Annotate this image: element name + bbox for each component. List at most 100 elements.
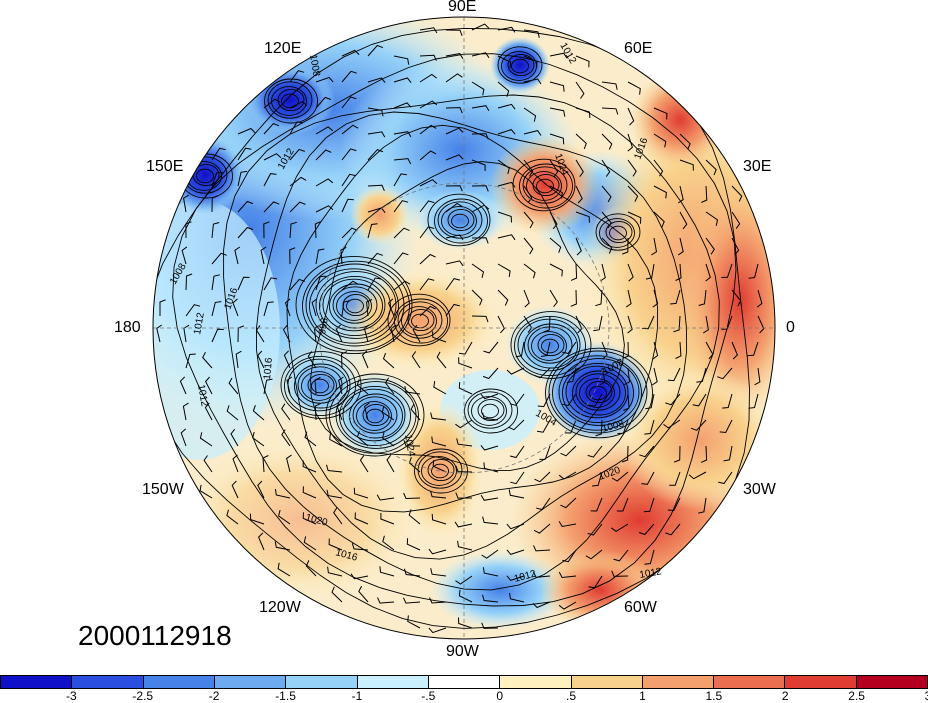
wind-barb	[411, 351, 421, 369]
wind-barb	[643, 497, 655, 513]
wind-barb	[533, 545, 551, 552]
polar-map: 1008 1012 1012 1024 1016 1008 1016 1012 …	[152, 16, 776, 640]
wind-barb	[315, 149, 332, 161]
wind-barb	[445, 260, 464, 267]
wind-barb	[696, 367, 707, 383]
wind-barb	[286, 454, 292, 473]
wind-barb	[532, 601, 551, 609]
colorbar-cell	[642, 676, 715, 688]
wind-barb	[627, 159, 637, 177]
wind-barb	[483, 462, 499, 473]
isobar	[322, 278, 386, 332]
isobar	[336, 291, 372, 321]
wind-barb	[471, 159, 486, 171]
wind-barb	[593, 315, 603, 332]
colorbar-cell	[214, 676, 287, 688]
wind-barb	[393, 102, 412, 109]
colorbar-cell	[785, 676, 857, 688]
wind-barb	[358, 585, 369, 603]
wind-barb	[590, 497, 603, 512]
wind-barb	[537, 393, 551, 408]
wind-barb	[721, 263, 733, 278]
wind-barb	[543, 315, 551, 333]
wind-barb	[549, 159, 559, 177]
svg-text:1012: 1012	[195, 384, 210, 408]
wind-barb	[393, 252, 409, 265]
wind-barb	[445, 127, 464, 135]
wind-barb	[419, 278, 435, 291]
wind-barb	[289, 148, 305, 161]
wind-barb	[480, 393, 499, 400]
colorbar-tick-label: 3	[925, 689, 928, 703]
wind-barb	[703, 315, 709, 334]
wind-barb	[455, 575, 473, 585]
wind-barb	[393, 227, 410, 239]
wind-barb	[257, 480, 265, 499]
isobar	[572, 370, 626, 416]
isobar	[421, 456, 457, 486]
wind-barb	[677, 185, 684, 204]
isobar	[356, 401, 392, 431]
wind-barb	[458, 382, 473, 395]
wind-barb	[234, 246, 241, 265]
wind-barb	[480, 494, 499, 501]
wind-barb	[599, 367, 606, 386]
isobar	[325, 373, 425, 457]
colorbar-cell	[357, 676, 429, 688]
wind-barb	[333, 507, 343, 525]
isobar	[315, 271, 397, 339]
wind-barb	[575, 55, 590, 68]
wind-barb	[430, 568, 447, 577]
wind-barb	[232, 454, 239, 473]
grid-lines	[153, 17, 775, 639]
wind-barb	[562, 393, 577, 407]
colorbar-cell	[714, 676, 786, 688]
wind-barb	[393, 55, 410, 65]
wind-barb	[302, 486, 317, 499]
wind-barb	[549, 52, 568, 59]
wind-barb	[523, 107, 537, 122]
isobar	[524, 323, 578, 369]
wind-barb	[549, 289, 558, 308]
isobar	[305, 263, 405, 347]
wind-barb	[536, 497, 551, 511]
wind-barb	[679, 159, 694, 171]
isobar	[431, 463, 449, 479]
wind-barb	[211, 274, 221, 291]
colorbar-cell	[1, 676, 73, 688]
wind-barb	[363, 402, 370, 421]
colorbar-tick-label: 1.5	[705, 689, 723, 703]
colorbar-tick-label: -.5	[421, 689, 436, 703]
colorbar-cell	[286, 676, 358, 688]
wind-barb	[653, 211, 665, 228]
wind-barb	[497, 159, 510, 175]
wind-barb	[653, 185, 667, 199]
isobar	[342, 388, 406, 442]
wind-barb	[263, 173, 277, 187]
wind-barb	[587, 445, 603, 458]
wind-barb	[445, 73, 463, 83]
isobar	[481, 403, 499, 419]
isobar	[302, 260, 410, 352]
wind-barb	[382, 535, 395, 551]
wind-barb	[406, 538, 421, 551]
wind-barb	[549, 185, 563, 199]
wind-barb	[263, 153, 282, 161]
wind-barb	[185, 304, 201, 317]
wind-barb	[675, 341, 682, 359]
wind-barb	[211, 301, 222, 317]
isobar	[609, 225, 627, 241]
wind-barb	[644, 419, 655, 435]
wind-barb	[601, 341, 608, 360]
wind-barb	[587, 523, 603, 536]
wind-barb	[611, 570, 629, 577]
label-60e: 60E	[624, 40, 653, 57]
wind-barb	[393, 158, 412, 165]
label-60w: 60W	[624, 599, 657, 616]
isobar	[447, 208, 475, 232]
wind-barb	[560, 497, 577, 509]
wind-barb	[564, 419, 577, 434]
wind-barb	[211, 147, 226, 161]
svg-text:1008: 1008	[307, 54, 322, 78]
wind-barb	[350, 573, 369, 580]
